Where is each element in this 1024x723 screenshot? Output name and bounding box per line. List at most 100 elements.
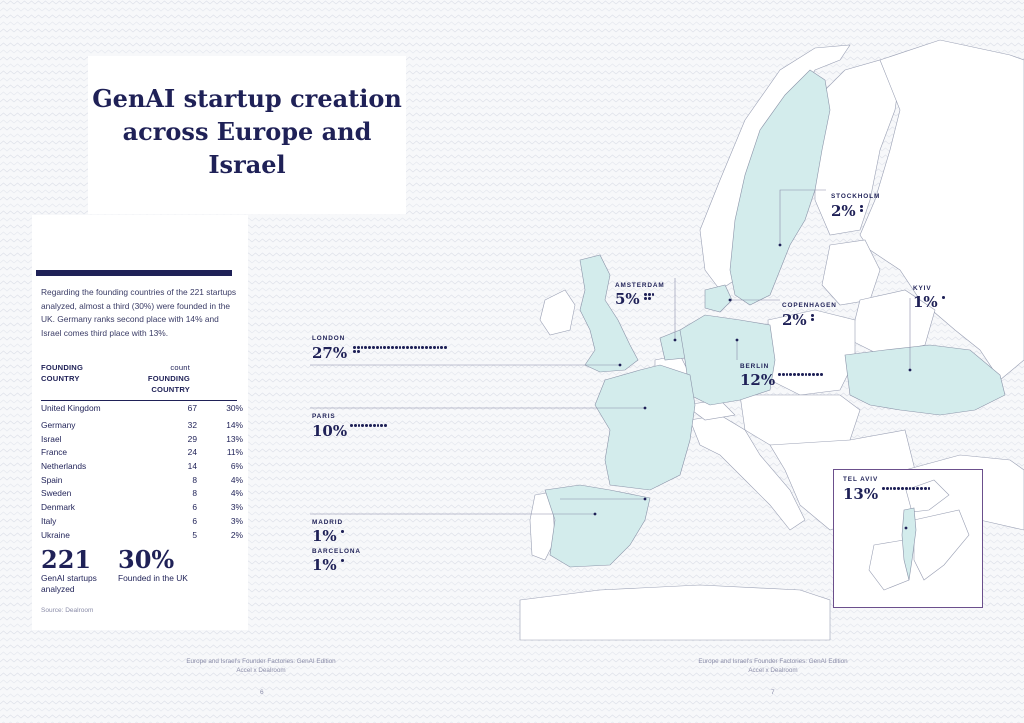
- label-london-city: LONDON: [312, 335, 346, 342]
- dots-berlin: [778, 373, 823, 376]
- label-amsterdam-pct: 5%: [615, 290, 640, 308]
- dot-marker: [885, 487, 889, 490]
- map-germany: [679, 314, 776, 406]
- dot-marker: [398, 346, 402, 349]
- table-row: Denmark 6 3%: [41, 502, 243, 513]
- dot-marker: [811, 314, 814, 317]
- dot-marker: [796, 373, 800, 376]
- dot-marker: [882, 487, 885, 490]
- dot-marker: [793, 373, 796, 376]
- dot-marker: [789, 373, 793, 376]
- dot-marker: [811, 317, 814, 321]
- dot-marker: [413, 346, 417, 349]
- dot-marker: [353, 424, 357, 427]
- footer-right-title: Europe and Israel's Founder Factories: G…: [698, 658, 848, 665]
- dot-marker: [360, 346, 364, 349]
- dot-marker: [357, 424, 361, 427]
- map-italy: [689, 414, 806, 531]
- map-spain: [544, 484, 651, 568]
- dot-marker: [364, 346, 368, 349]
- dot-marker: [893, 487, 897, 490]
- dot-marker: [402, 346, 406, 349]
- dots-barcelona: [341, 559, 344, 562]
- dot-marker: [927, 487, 931, 490]
- footer-right-subtitle: Accel x Dealroom: [748, 666, 798, 674]
- uk-share-number: 30%: [118, 545, 175, 574]
- dot-marker: [444, 346, 447, 349]
- dot-marker: [897, 487, 900, 490]
- dots-stockholm: [860, 205, 863, 212]
- label-barcelona-city: BARCELONA: [312, 548, 361, 555]
- dot-marker: [387, 346, 390, 349]
- dot-marker: [421, 346, 425, 349]
- dot-marker: [365, 424, 368, 427]
- dot-marker: [341, 559, 344, 562]
- label-madrid-pct: 1%: [312, 527, 337, 545]
- dot-marker: [778, 373, 781, 376]
- dots-london: [353, 346, 447, 353]
- map-lebanon-syria: [905, 479, 950, 513]
- dot-marker: [394, 346, 398, 349]
- label-stockholm-pct: 2%: [831, 202, 856, 220]
- dot-marker: [900, 487, 904, 490]
- dot-marker: [819, 373, 823, 376]
- dot-marker: [350, 424, 353, 427]
- dot-marker: [889, 487, 893, 490]
- dot-marker: [368, 346, 371, 349]
- source-note: Source: Dealroom: [41, 607, 94, 614]
- dot-marker: [908, 487, 912, 490]
- label-barcelona-pct: 1%: [312, 556, 337, 574]
- table-row: United Kingdom 67 30%: [41, 403, 243, 413]
- total-startups-number: 221: [41, 545, 92, 574]
- map-finland: [814, 59, 901, 236]
- title-box: GenAI startup creation across Europe and…: [88, 56, 406, 214]
- dot-marker: [804, 373, 808, 376]
- label-madrid-city: MADRID: [312, 519, 343, 526]
- header-count-founding-country: FOUNDING COUNTRY: [147, 374, 190, 394]
- table-row: Germany 32 14%: [41, 420, 243, 430]
- map-ireland: [539, 289, 576, 336]
- dot-marker: [647, 293, 651, 296]
- page-number-right: 7: [771, 689, 775, 696]
- dot-marker: [923, 487, 927, 490]
- map-north-africa: [519, 584, 831, 641]
- dot-marker: [781, 373, 785, 376]
- label-copenhagen-city: COPENHAGEN: [782, 302, 837, 309]
- page-number-left: 6: [260, 689, 264, 696]
- dot-marker: [860, 208, 863, 212]
- dots-paris: [350, 424, 387, 427]
- table-row: Netherlands 14 6%: [41, 461, 243, 472]
- header-founding-country: FOUNDING COUNTRY: [41, 363, 84, 383]
- dot-marker: [356, 349, 360, 353]
- dots-amsterdam: [644, 293, 655, 300]
- intro-text: Regarding the founding countries of the …: [41, 287, 237, 338]
- table-row: Ukraine 5 2%: [41, 529, 243, 540]
- label-amsterdam-city: AMSTERDAM: [615, 282, 665, 289]
- dot-marker: [436, 346, 440, 349]
- label-kyiv-pct: 1%: [913, 293, 938, 311]
- label-tel-aviv-pct: 13%: [843, 485, 879, 503]
- label-paris-pct: 10%: [312, 422, 348, 440]
- label-stockholm-city: STOCKHOLM: [831, 193, 881, 200]
- dot-marker: [800, 373, 804, 376]
- map-france: [594, 364, 696, 491]
- dot-marker: [361, 424, 365, 427]
- dot-marker: [380, 424, 384, 427]
- footer-left: Europe and Israel's Founder Factories: G…: [131, 658, 391, 675]
- dot-marker: [425, 346, 428, 349]
- map-russia: [859, 39, 1024, 381]
- dot-marker: [912, 487, 916, 490]
- dots-kyiv: [942, 296, 945, 299]
- dot-marker: [644, 293, 647, 296]
- dot-marker: [379, 346, 383, 349]
- map-egypt-sinai: [868, 539, 910, 591]
- leader-stockholm: [779, 189, 826, 245]
- dot-marker: [651, 293, 655, 296]
- dots-copenhagen: [811, 314, 814, 321]
- dot-marker: [428, 346, 432, 349]
- dot-marker: [353, 346, 356, 349]
- label-kyiv-city: KYIV: [913, 285, 932, 292]
- dot-marker: [647, 296, 651, 300]
- dot-marker: [942, 296, 945, 299]
- dot-marker: [341, 530, 344, 533]
